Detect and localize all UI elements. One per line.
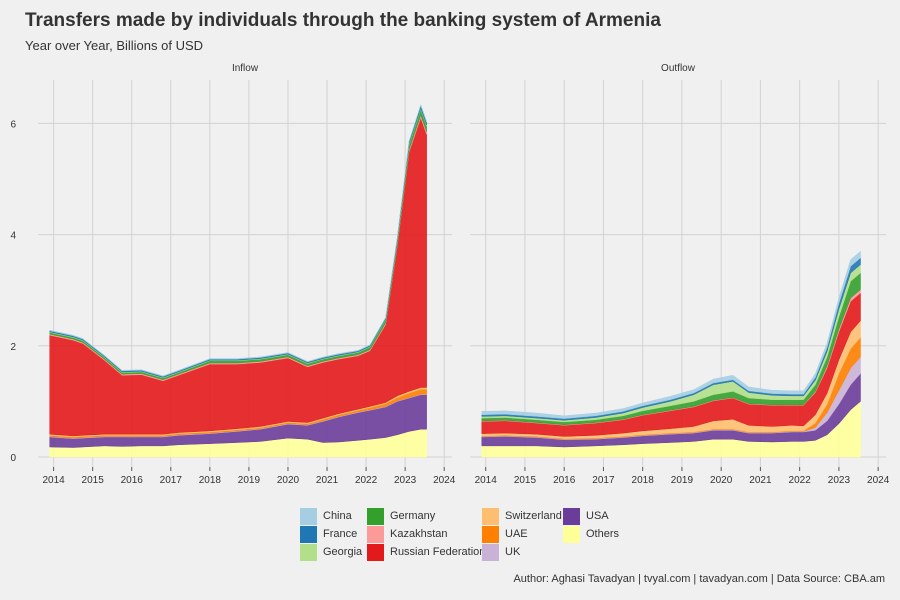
x-tick-label: 2022 bbox=[355, 475, 378, 486]
legend-key bbox=[367, 526, 384, 543]
area-china bbox=[49, 103, 427, 377]
legend-key bbox=[482, 526, 499, 543]
area-russian-federation bbox=[49, 117, 427, 437]
facet-label: Inflow bbox=[232, 63, 259, 74]
area-france bbox=[49, 104, 427, 378]
legend-key bbox=[367, 544, 384, 561]
y-tick-label: 0 bbox=[10, 453, 16, 464]
legend-key bbox=[367, 508, 384, 525]
y-tick-label: 6 bbox=[10, 119, 16, 130]
legend-label: Germany bbox=[390, 510, 436, 522]
legend-label: Georgia bbox=[323, 546, 363, 558]
x-tick-label: 2014 bbox=[42, 475, 65, 486]
legend-key bbox=[563, 508, 580, 525]
x-tick-label: 2018 bbox=[199, 475, 222, 486]
legend-label: UK bbox=[505, 546, 521, 558]
legend-label: Russian Federation bbox=[390, 546, 486, 558]
area-georgia bbox=[49, 107, 427, 379]
legend-key bbox=[482, 544, 499, 561]
x-tick-label: 2024 bbox=[867, 475, 890, 486]
legend-key bbox=[482, 508, 499, 525]
x-tick-label: 2019 bbox=[671, 475, 694, 486]
legend-key bbox=[300, 544, 317, 561]
legend-label: France bbox=[323, 528, 358, 540]
x-tick-label: 2014 bbox=[475, 475, 498, 486]
x-tick-label: 2020 bbox=[277, 475, 300, 486]
x-tick-label: 2022 bbox=[789, 475, 812, 486]
area-kazakhstan bbox=[49, 114, 427, 382]
y-tick-label: 2 bbox=[10, 342, 16, 353]
x-tick-label: 2016 bbox=[121, 475, 144, 486]
legend-label: USA bbox=[586, 510, 609, 522]
x-tick-label: 2023 bbox=[394, 475, 417, 486]
x-tick-label: 2023 bbox=[828, 475, 851, 486]
x-tick-label: 2016 bbox=[553, 475, 576, 486]
x-tick-label: 2019 bbox=[238, 475, 261, 486]
legend-key bbox=[300, 508, 317, 525]
chart-title: Transfers made by individuals through th… bbox=[25, 10, 661, 31]
x-tick-label: 2021 bbox=[316, 475, 339, 486]
x-tick-label: 2020 bbox=[710, 475, 733, 486]
legend-key bbox=[300, 526, 317, 543]
area-germany bbox=[49, 108, 427, 380]
x-tick-label: 2021 bbox=[749, 475, 772, 486]
legend-label: Others bbox=[586, 528, 620, 540]
x-tick-label: 2017 bbox=[160, 475, 183, 486]
area-china bbox=[481, 250, 861, 419]
x-tick-label: 2024 bbox=[433, 475, 456, 486]
x-tick-label: 2018 bbox=[632, 475, 655, 486]
legend-label: Kazakhstan bbox=[390, 528, 448, 540]
facet-label: Outflow bbox=[661, 63, 696, 74]
facet-panel-outflow: Outflow 2014 2015 2016 2017 2018 2019 2020 2021 2… bbox=[470, 63, 890, 486]
legend-key bbox=[563, 526, 580, 543]
legend-label: UAE bbox=[505, 528, 528, 540]
caption: Author: Aghasi Tavadyan | tvyal.com | ta… bbox=[513, 573, 885, 585]
y-tick-label: 4 bbox=[10, 231, 16, 242]
legend-label: Switzerland bbox=[505, 510, 562, 522]
chart-subtitle: Year over Year, Billions of USD bbox=[25, 38, 204, 53]
x-tick-label: 2017 bbox=[592, 475, 615, 486]
legend-label: China bbox=[323, 510, 352, 522]
x-tick-label: 2015 bbox=[514, 475, 537, 486]
x-tick-label: 2015 bbox=[82, 475, 105, 486]
